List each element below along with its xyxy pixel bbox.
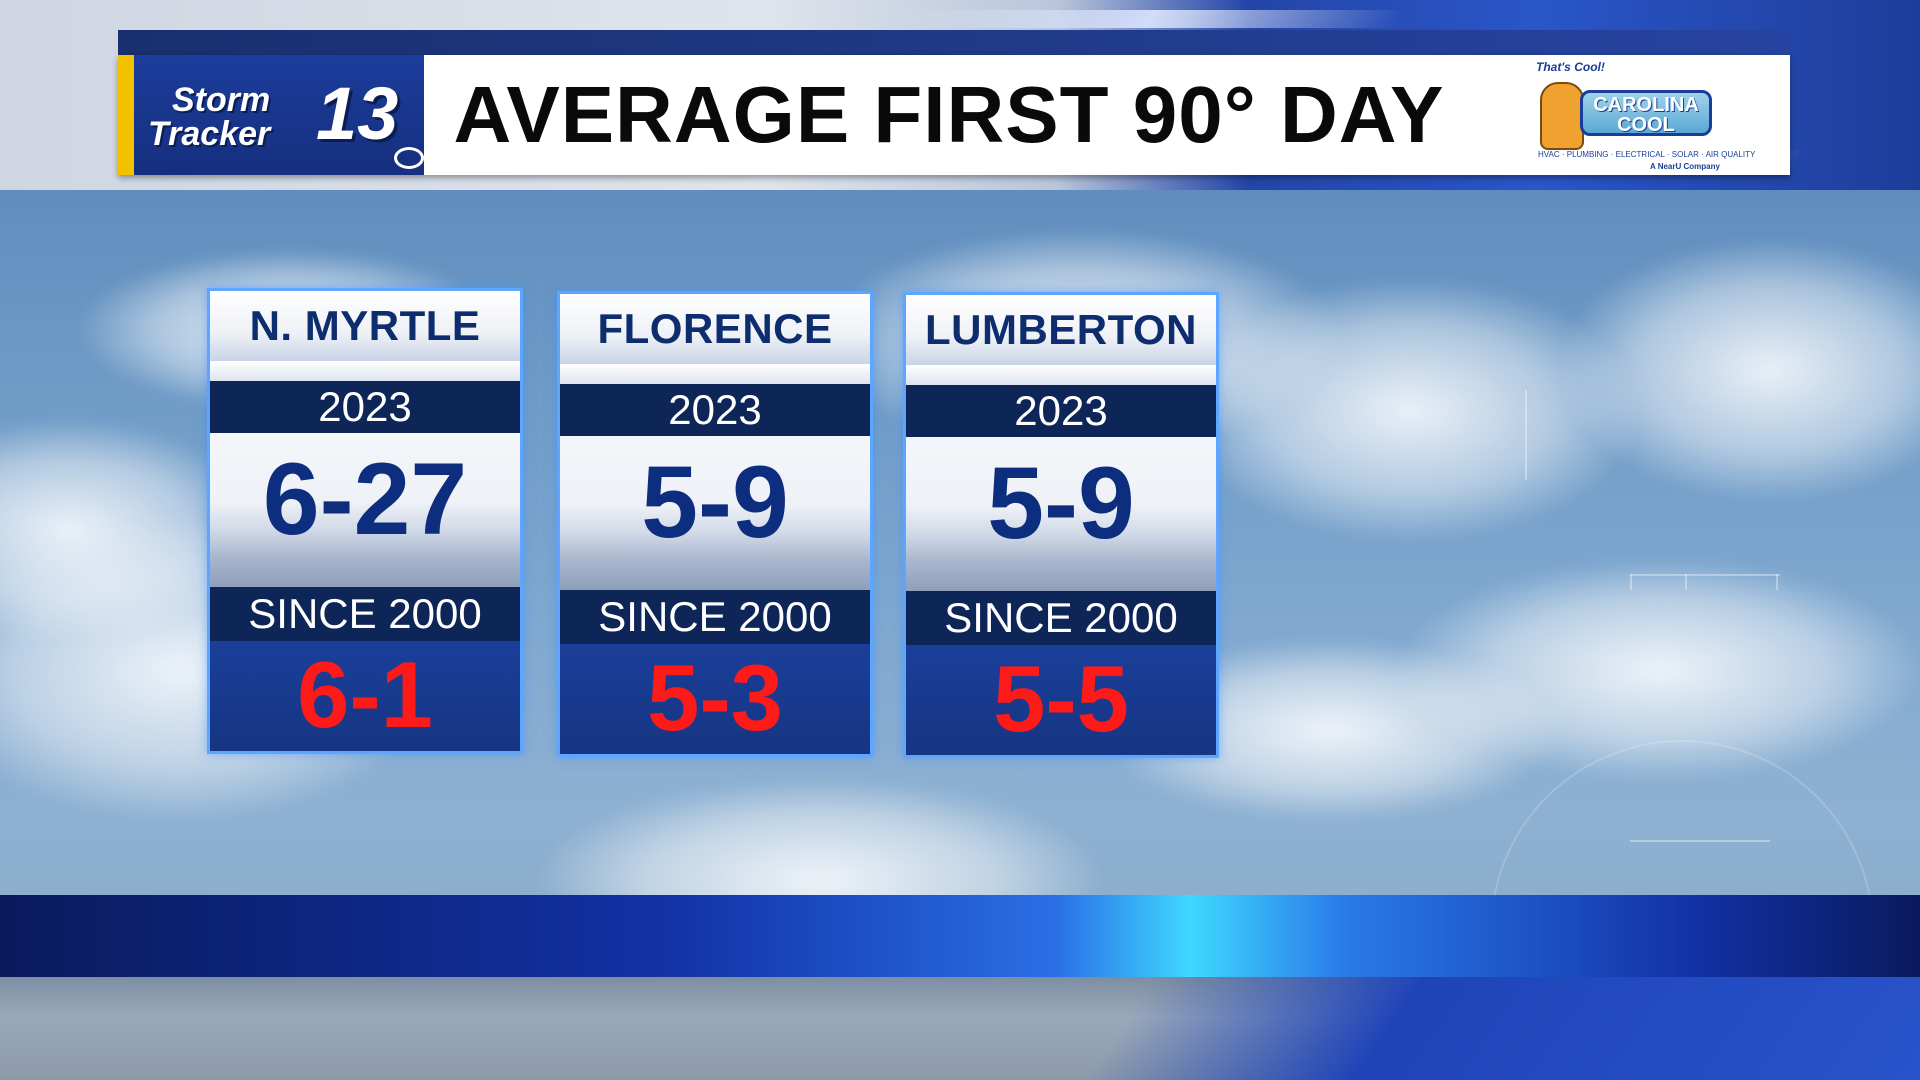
year-label: 2023 (560, 384, 870, 436)
hud-line-decoration (1630, 840, 1770, 842)
sponsor-company: A NearU Company (1650, 162, 1720, 171)
year-label: 2023 (906, 385, 1216, 437)
logo-text-tracker: Tracker (148, 115, 271, 153)
lightning-bolt-icon (118, 55, 134, 175)
card-divider (560, 364, 870, 384)
mascot-icon (1540, 82, 1584, 150)
since-value: 5-5 (906, 645, 1216, 755)
since-label: SINCE 2000 (906, 591, 1216, 645)
since-value: 5-3 (560, 644, 870, 754)
year-label: 2023 (210, 381, 520, 433)
station-logo: Storm Tracker 13 (118, 55, 424, 175)
city-name: LUMBERTON (906, 295, 1216, 365)
page-title: AVERAGE FIRST 90° DAY (453, 70, 1445, 159)
sponsor-name-line2: COOL (1617, 114, 1675, 136)
city-name: FLORENCE (560, 294, 870, 364)
sponsor-tagline: That's Cool! (1536, 60, 1605, 74)
year-value: 6-27 (210, 433, 520, 587)
hud-line-decoration (1685, 574, 1687, 590)
sponsor-sign: CAROLINA COOL (1580, 90, 1712, 136)
network-eye-icon (394, 147, 424, 169)
since-label: SINCE 2000 (210, 587, 520, 641)
card-divider (210, 361, 520, 381)
city-card-florence: FLORENCE 2023 5-9 SINCE 2000 5-3 (557, 291, 873, 757)
since-value: 6-1 (210, 641, 520, 751)
light-streak (894, 10, 1406, 28)
hud-line-decoration (1630, 574, 1780, 576)
cloud (1560, 240, 1920, 500)
cloud (1180, 280, 1640, 540)
sponsor-name-line1: CAROLINA (1593, 94, 1699, 116)
since-label: SINCE 2000 (560, 590, 870, 644)
hud-line-decoration (1776, 574, 1778, 590)
city-card-lumberton: LUMBERTON 2023 5-9 SINCE 2000 5-5 (903, 292, 1219, 758)
year-value: 5-9 (560, 436, 870, 590)
sponsor-services: HVAC · PLUMBING · ELECTRICAL · SOLAR · A… (1538, 150, 1756, 159)
hud-line-decoration (1525, 390, 1527, 480)
year-value: 5-9 (906, 437, 1216, 591)
bottom-swoosh (1083, 977, 1920, 1080)
city-name: N. MYRTLE (210, 291, 520, 361)
city-card-n-myrtle: N. MYRTLE 2023 6-27 SINCE 2000 6-1 (207, 288, 523, 754)
bottom-bar (0, 895, 1920, 977)
card-divider (906, 365, 1216, 385)
logo-number: 13 (316, 72, 399, 155)
hud-line-decoration (1630, 574, 1632, 590)
logo-text-storm: Storm (172, 81, 271, 119)
header-topline (118, 30, 1790, 55)
